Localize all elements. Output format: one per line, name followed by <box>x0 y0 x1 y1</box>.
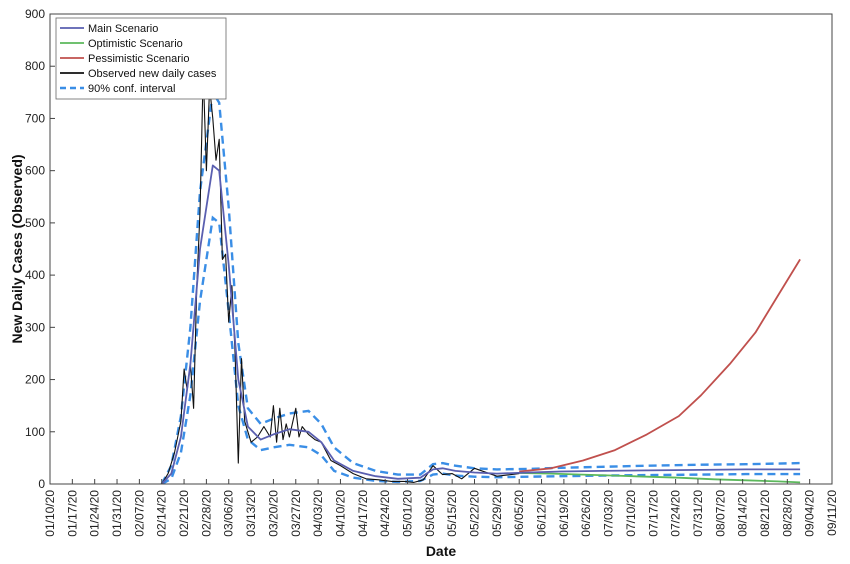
legend-entry: Optimistic Scenario <box>88 38 183 50</box>
x-tick-label: 07/17/20 <box>646 490 660 537</box>
legend-entry: 90% conf. interval <box>88 83 175 95</box>
x-tick-label: 03/27/20 <box>289 490 303 537</box>
x-tick-label: 01/31/20 <box>110 490 124 537</box>
x-tick-label: 01/17/20 <box>65 490 79 537</box>
x-tick-label: 08/28/20 <box>780 490 794 537</box>
legend-entry: Main Scenario <box>88 23 158 35</box>
legend-box <box>55 17 227 100</box>
x-tick-label: 06/12/20 <box>535 490 549 537</box>
main-scenario-line <box>161 164 801 484</box>
x-tick-label: 03/20/20 <box>266 490 280 537</box>
y-tick-label: 100 <box>25 425 45 439</box>
x-tick-label: 09/04/20 <box>803 490 817 537</box>
y-tick-label: 0 <box>38 477 45 491</box>
x-tick-label: 05/08/20 <box>423 490 437 537</box>
y-axis: 0 100 200 300 400 500 600 700 800 900 <box>25 7 55 491</box>
x-tick-label: 02/07/20 <box>132 490 146 537</box>
y-tick-label: 200 <box>25 373 45 387</box>
y-tick-label: 400 <box>25 268 45 282</box>
y-tick-label: 700 <box>25 111 45 125</box>
observed-cases-line <box>161 70 520 484</box>
x-tick-label: 04/17/20 <box>356 490 370 537</box>
y-axis-title: New Daily Cases (Observed) <box>9 154 25 343</box>
x-tick-label: 04/10/20 <box>333 490 347 537</box>
x-tick-label: 08/21/20 <box>758 490 772 537</box>
x-tick-label: 05/22/20 <box>468 490 482 537</box>
x-tick-label: 01/10/20 <box>43 490 57 537</box>
x-tick-label: 06/05/20 <box>512 490 526 537</box>
x-tick-label: 03/13/20 <box>244 490 258 537</box>
x-tick-label: 04/24/20 <box>378 490 392 537</box>
legend-entry: Observed new daily cases <box>88 68 217 80</box>
optimistic-scenario-line <box>519 472 801 484</box>
x-tick-label: 05/15/20 <box>445 490 459 537</box>
y-tick-label: 500 <box>25 216 45 230</box>
x-tick-label: 07/03/20 <box>602 490 616 537</box>
x-tick-label: 02/14/20 <box>155 490 169 537</box>
x-tick-label: 07/24/20 <box>669 490 683 537</box>
y-tick-label: 900 <box>25 7 45 21</box>
x-tick-label: 07/31/20 <box>691 490 705 537</box>
x-tick-label: 03/06/20 <box>222 490 236 537</box>
y-tick-label: 600 <box>25 164 45 178</box>
x-tick-label: 05/01/20 <box>400 490 414 537</box>
y-tick-label: 300 <box>25 320 45 334</box>
x-axis: 01/10/20 01/17/20 01/24/20 01/31/20 02/07/20… <box>43 479 839 537</box>
y-tick-label: 800 <box>25 59 45 73</box>
x-tick-label: 05/29/20 <box>490 490 504 537</box>
x-tick-label: 07/10/20 <box>624 490 638 537</box>
legend-entry: Pessimistic Scenario <box>88 53 189 65</box>
x-tick-label: 08/14/20 <box>736 490 750 537</box>
pessimistic-scenario-line <box>519 258 801 473</box>
confidence-interval-line-lower <box>161 215 801 484</box>
x-tick-label: 02/21/20 <box>177 490 191 537</box>
x-tick-label: 02/28/20 <box>199 490 213 537</box>
x-tick-label: 09/11/20 <box>825 490 839 536</box>
series-layer <box>160 70 801 484</box>
x-tick-label: 01/24/20 <box>88 490 102 537</box>
x-tick-label: 06/19/20 <box>557 490 571 537</box>
x-tick-label: 04/03/20 <box>311 490 325 537</box>
legend: Main Scenario Optimistic Scenario Pessimis… <box>55 17 227 100</box>
plot-frame <box>49 13 833 485</box>
x-axis-title: Date <box>426 543 457 559</box>
x-tick-label: 06/26/20 <box>579 490 593 537</box>
x-tick-label: 08/07/20 <box>713 490 727 537</box>
